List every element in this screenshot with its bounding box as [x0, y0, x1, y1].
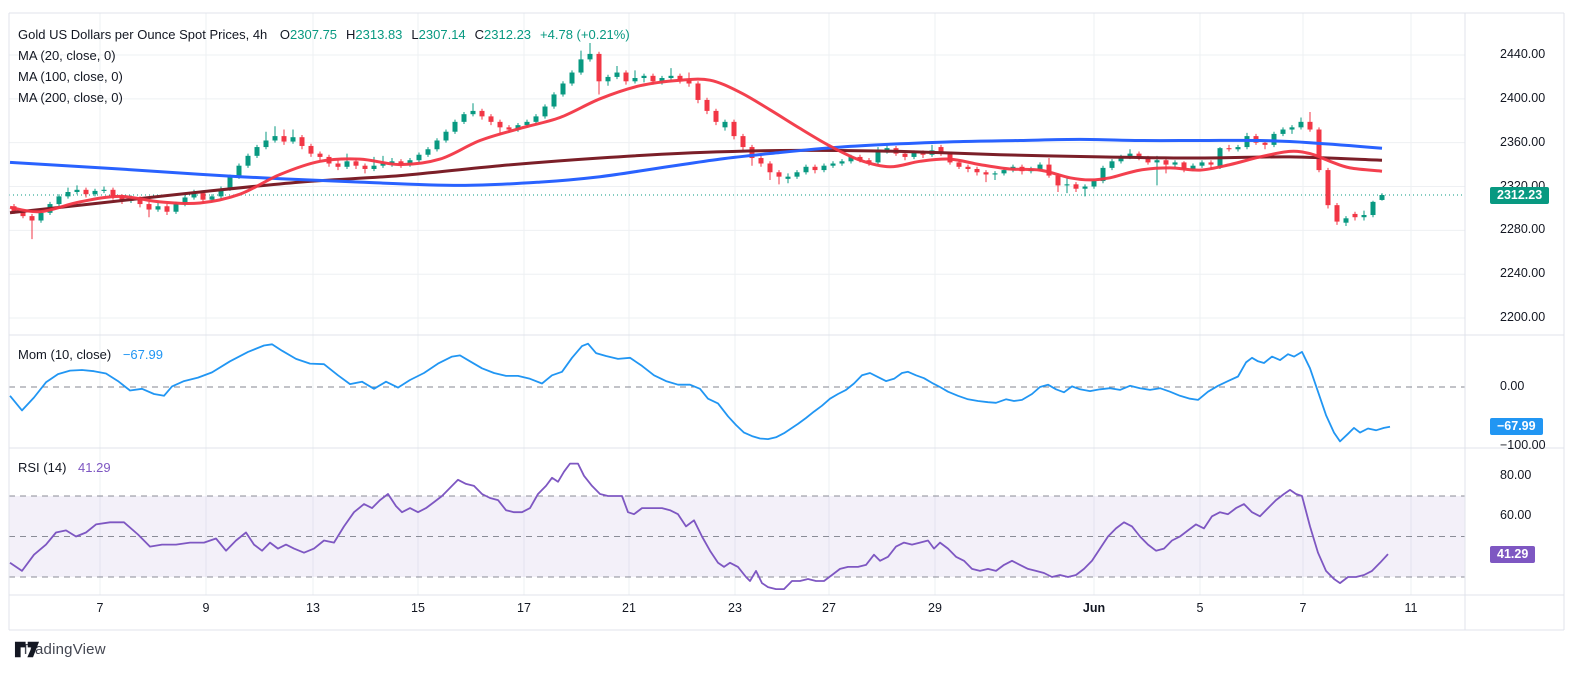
- time-axis-label: 21: [622, 601, 636, 615]
- time-axis-label: 27: [822, 601, 836, 615]
- time-axis-label: 15: [411, 601, 425, 615]
- ma200-legend-row[interactable]: MA (200, close, 0): [18, 90, 123, 105]
- ma20-legend-row[interactable]: MA (20, close, 0): [18, 48, 116, 63]
- momentum-value-badge: −67.99: [1490, 418, 1543, 436]
- price-axis-label: 2440.00: [1500, 47, 1546, 61]
- time-axis-label: 7: [96, 601, 104, 615]
- momentum-legend-label: Mom (10, close): [18, 347, 112, 362]
- tradingview-wordmark: TradingView: [21, 641, 106, 658]
- chart-title: Gold US Dollars per Ounce Spot Prices, 4…: [18, 27, 268, 42]
- momentum-axis-label: 0.00: [1500, 379, 1525, 393]
- time-axis-label: Jun: [1082, 601, 1106, 615]
- ohlc-readout: O2307.75 H2313.83 L2307.14 C2312.23 +4.78 (+…: [279, 27, 630, 42]
- rsi-value-badge: 41.29: [1490, 545, 1536, 563]
- time-axis-label: 17: [517, 601, 531, 615]
- tradingview-logo[interactable]: TradingView: [14, 641, 106, 658]
- symbol-legend-row[interactable]: Gold US Dollars per Ounce Spot Prices, 4…: [18, 24, 630, 45]
- time-axis-label: 9: [202, 601, 210, 615]
- momentum-axis-label: −100.00: [1500, 437, 1546, 452]
- rsi-legend-label: RSI (14): [18, 460, 67, 475]
- time-axis-label: 29: [928, 601, 942, 615]
- price-axis-label: 2240.00: [1500, 266, 1546, 281]
- price-axis-label: 2400.00: [1500, 90, 1546, 105]
- time-axis-label: 11: [1404, 601, 1418, 615]
- rsi-axis-label: 60.00: [1500, 508, 1532, 523]
- tradingview-mark-icon: [14, 641, 40, 658]
- ma100-legend-row[interactable]: MA (100, close, 0): [18, 69, 123, 84]
- price-axis-label: 2360.00: [1500, 134, 1546, 149]
- price-axis-label: 2200.00: [1500, 310, 1546, 325]
- time-axis-label: 5: [1196, 601, 1204, 615]
- last-price-badge: 2312.23: [1490, 186, 1550, 204]
- price-axis-label: 2280.00: [1500, 222, 1546, 237]
- momentum-legend-row[interactable]: Mom (10, close) −67.99: [18, 347, 163, 362]
- time-axis-label: 23: [728, 601, 742, 615]
- rsi-axis-label: 80.00: [1500, 467, 1532, 482]
- rsi-legend-value: 41.29: [78, 460, 111, 475]
- time-axis-label: 13: [306, 601, 320, 615]
- main-legend: Gold US Dollars per Ounce Spot Prices, 4…: [18, 24, 630, 108]
- rsi-legend-row[interactable]: RSI (14) 41.29: [18, 460, 111, 475]
- time-axis-label: 7: [1299, 601, 1307, 615]
- momentum-legend-value: −67.99: [122, 347, 163, 362]
- change-readout: +4.78 (+0.21%): [540, 27, 630, 42]
